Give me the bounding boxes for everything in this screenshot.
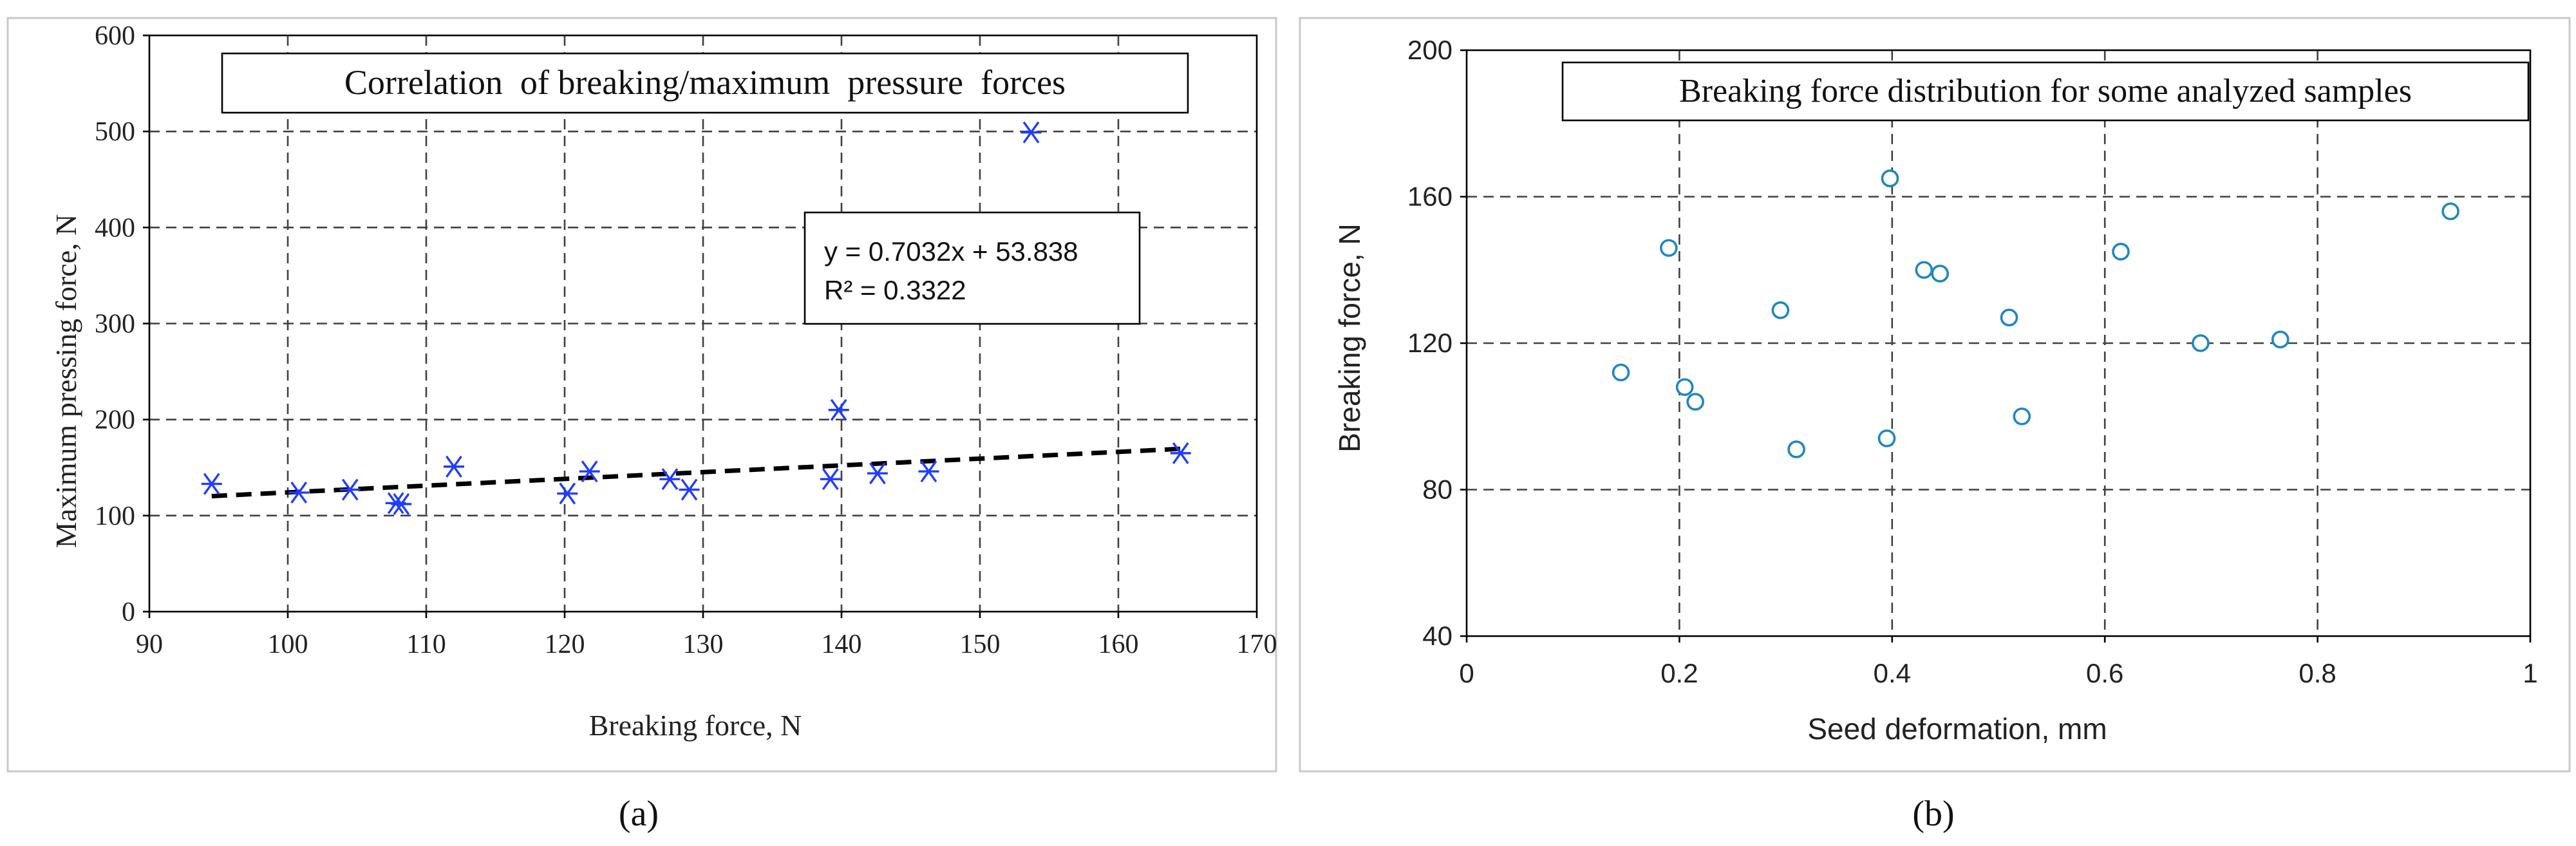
- chart-b-tick-labels: 0 0.2 0.4 0.6 0.8 1 40 80 120 160 200: [1407, 35, 2538, 688]
- chart-a-title: Correlation of breaking/maximum pressure…: [344, 63, 1066, 102]
- chart-a-x-tick-label: 160: [1098, 630, 1139, 659]
- data-point: [1931, 265, 1949, 283]
- chart-a-y-tick-label: 500: [95, 117, 135, 147]
- data-point: [2000, 308, 2018, 326]
- data-point: [288, 482, 310, 504]
- chart-a-y-tick-label: 400: [95, 213, 135, 243]
- chart-b-gridlines: [1460, 49, 2532, 643]
- data-point: [1787, 440, 1805, 458]
- data-point: [1675, 378, 1694, 397]
- chart-a-x-axis-title: Breaking force, N: [589, 709, 802, 742]
- chart-b-y-tick-label: 40: [1422, 621, 1453, 651]
- chart-b-x-tick-label: 0.8: [2299, 658, 2336, 688]
- chart-a-x-tick-label: 140: [822, 630, 862, 659]
- chart-a-equation: y = 0.7032x + 53.838: [824, 236, 1078, 267]
- chart-a-x-tick-label: 170: [1237, 630, 1277, 659]
- chart-a-x-tick-label: 90: [136, 630, 163, 659]
- data-point: [201, 473, 222, 495]
- data-point: [2112, 243, 2130, 261]
- chart-a-frame: [6, 17, 1277, 773]
- data-point: [2192, 334, 2210, 352]
- data-point: [820, 468, 841, 491]
- chart-a-equation-box: [804, 211, 1141, 325]
- chart-a-y-tick-label: 0: [122, 597, 135, 627]
- data-point: [2441, 202, 2459, 221]
- chart-a-x-tick-label: 150: [960, 630, 1001, 659]
- chart-b-y-axis-title: Breaking force, N: [1333, 223, 1366, 452]
- data-point: [2013, 407, 2031, 426]
- chart-b-y-tick-label: 160: [1407, 182, 1453, 212]
- chart-a-x-tick-label: 120: [545, 630, 585, 659]
- data-point: [391, 493, 412, 515]
- chart-a-trendline-path: [211, 446, 1181, 499]
- data-point: [557, 482, 578, 505]
- chart-a-points: [201, 121, 1191, 515]
- data-point: [1020, 121, 1042, 144]
- chart-b-x-tick-label: 0: [1459, 658, 1474, 688]
- data-point: [1612, 363, 1630, 382]
- chart-b-y-tick-label: 80: [1422, 475, 1453, 505]
- data-point: [1877, 429, 1896, 447]
- data-point: [679, 478, 700, 501]
- data-point: [444, 455, 464, 478]
- chart-b-x-tick-label: 1: [2523, 658, 2537, 688]
- data-point: [1686, 393, 1704, 411]
- chart-b-x-axis-title: Seed deformation, mm: [1807, 712, 2107, 746]
- chart-a-y-axis-title: Maximum pressing force, N: [50, 214, 82, 549]
- chart-b-title-box: [1561, 61, 2530, 122]
- data-point: [2271, 330, 2289, 349]
- chart-b-y-tick-label: 120: [1407, 328, 1453, 358]
- chart-b-plot-area: [1465, 49, 2532, 637]
- data-point: [339, 478, 361, 501]
- chart-a-x-tick-label: 110: [406, 630, 446, 659]
- chart-a-y-tick-label: 200: [95, 406, 135, 435]
- chart-a-plot-area: [148, 34, 1258, 613]
- chart-a: 90 100 110 120 130 140 150 160 170 0 100 200 300 400 5…: [6, 17, 1277, 773]
- panel-label-a: (a): [619, 794, 659, 834]
- data-point: [1660, 239, 1678, 257]
- chart-a-x-tick-label: 100: [268, 630, 308, 659]
- data-point: [1170, 442, 1191, 464]
- data-point: [1771, 301, 1790, 319]
- data-point: [1881, 169, 1899, 187]
- chart-a-title-box: [221, 52, 1189, 114]
- chart-a-x-tick-label: 130: [683, 630, 724, 659]
- chart-a-y-tick-label: 600: [95, 21, 135, 51]
- chart-a-r-squared: R² = 0.3322: [824, 275, 966, 305]
- chart-b-y-tick-label: 200: [1407, 35, 1453, 65]
- chart-a-trendline: [211, 446, 1181, 499]
- chart-a-tick-labels: 90 100 110 120 130 140 150 160 170 0 100 200 300 400 5…: [95, 21, 1277, 659]
- data-point: [918, 460, 939, 483]
- panel-label-b: (b): [1912, 794, 1954, 834]
- chart-b-x-tick-label: 0.2: [1660, 658, 1698, 688]
- data-point: [1915, 261, 1933, 279]
- data-point: [828, 399, 849, 421]
- chart-b-frame: [1299, 17, 2571, 773]
- chart-b-x-tick-label: 0.4: [1874, 658, 1911, 688]
- chart-b-title: Breaking force distribution for some ana…: [1679, 73, 2412, 109]
- data-point: [867, 462, 888, 485]
- chart-b-points: [1612, 169, 2459, 458]
- data-point: [579, 460, 600, 483]
- chart-b: 0 0.2 0.4 0.6 0.8 1 40 80 120 160 200 Breaking for…: [1299, 17, 2571, 773]
- data-point: [659, 468, 681, 491]
- chart-a-y-tick-label: 300: [95, 310, 135, 339]
- chart-a-y-tick-label: 100: [95, 502, 135, 531]
- chart-b-x-tick-label: 0.6: [2086, 658, 2123, 688]
